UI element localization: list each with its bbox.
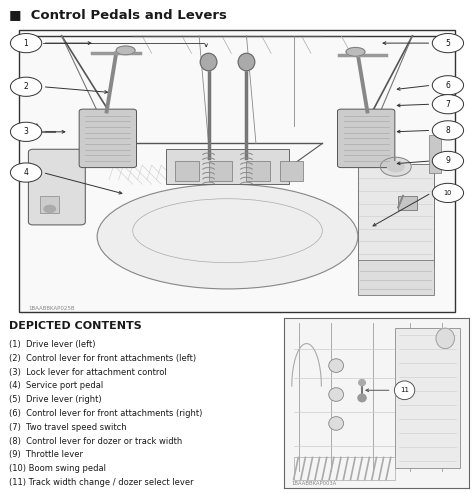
Ellipse shape xyxy=(436,328,455,349)
Circle shape xyxy=(432,76,464,95)
Text: 1: 1 xyxy=(24,38,28,48)
Bar xyxy=(358,260,434,295)
Circle shape xyxy=(10,77,42,96)
Text: 5: 5 xyxy=(446,38,450,48)
Text: (6)  Control lever for front attachments (right): (6) Control lever for front attachments … xyxy=(9,409,203,418)
Bar xyxy=(398,196,417,211)
Ellipse shape xyxy=(97,184,358,289)
Text: (10) Boom swing pedal: (10) Boom swing pedal xyxy=(9,464,107,473)
Bar xyxy=(246,161,270,181)
Text: 1BAABBKAP003A: 1BAABBKAP003A xyxy=(292,481,337,487)
Text: (4)  Service port pedal: (4) Service port pedal xyxy=(9,382,104,390)
Circle shape xyxy=(432,183,464,203)
Circle shape xyxy=(432,95,464,114)
Ellipse shape xyxy=(387,162,404,172)
Bar xyxy=(175,161,199,181)
Circle shape xyxy=(10,34,42,53)
Ellipse shape xyxy=(238,53,255,70)
Circle shape xyxy=(44,206,55,212)
FancyBboxPatch shape xyxy=(28,149,85,225)
Bar xyxy=(280,161,303,181)
Text: (11) Track width change / dozer select lever: (11) Track width change / dozer select l… xyxy=(9,478,194,487)
Text: 11: 11 xyxy=(400,387,409,393)
Text: DEPICTED CONTENTS: DEPICTED CONTENTS xyxy=(9,320,142,331)
Circle shape xyxy=(329,387,344,401)
FancyBboxPatch shape xyxy=(358,164,434,266)
Ellipse shape xyxy=(116,46,135,55)
Text: 8: 8 xyxy=(446,126,450,135)
Circle shape xyxy=(432,34,464,53)
Circle shape xyxy=(329,417,344,430)
Text: (9)  Throttle lever: (9) Throttle lever xyxy=(9,451,83,459)
Text: (3)  Lock lever for attachment control: (3) Lock lever for attachment control xyxy=(9,367,167,377)
Text: 10: 10 xyxy=(444,190,452,196)
Circle shape xyxy=(432,121,464,140)
Ellipse shape xyxy=(380,157,411,176)
Text: 3: 3 xyxy=(24,127,28,137)
Circle shape xyxy=(432,151,464,171)
Circle shape xyxy=(329,359,344,372)
Text: (1)  Drive lever (left): (1) Drive lever (left) xyxy=(9,340,96,349)
Text: 6: 6 xyxy=(446,81,450,90)
Text: 4: 4 xyxy=(24,168,28,177)
Bar xyxy=(40,196,59,213)
Text: ■  Control Pedals and Levers: ■ Control Pedals and Levers xyxy=(9,8,228,21)
Bar xyxy=(429,135,441,173)
Text: (2)  Control lever for front attachments (left): (2) Control lever for front attachments … xyxy=(9,353,197,363)
Bar xyxy=(395,328,460,468)
Text: (8)  Control lever for dozer or track width: (8) Control lever for dozer or track wid… xyxy=(9,437,183,446)
Bar xyxy=(166,149,289,184)
Circle shape xyxy=(394,381,415,400)
Text: 7: 7 xyxy=(446,100,450,108)
Text: (7)  Two travel speed switch: (7) Two travel speed switch xyxy=(9,423,127,432)
FancyBboxPatch shape xyxy=(337,109,395,168)
Bar xyxy=(209,161,232,181)
Text: 1BAABBKAP025B: 1BAABBKAP025B xyxy=(28,306,75,311)
Ellipse shape xyxy=(346,47,365,56)
Text: 2: 2 xyxy=(24,82,28,91)
Circle shape xyxy=(359,380,365,386)
Circle shape xyxy=(10,122,42,141)
Text: 9: 9 xyxy=(446,156,450,166)
Circle shape xyxy=(358,394,366,402)
FancyBboxPatch shape xyxy=(79,109,137,168)
Circle shape xyxy=(10,163,42,182)
Bar xyxy=(293,458,395,480)
Ellipse shape xyxy=(200,53,217,70)
Text: (5)  Drive lever (right): (5) Drive lever (right) xyxy=(9,395,102,404)
